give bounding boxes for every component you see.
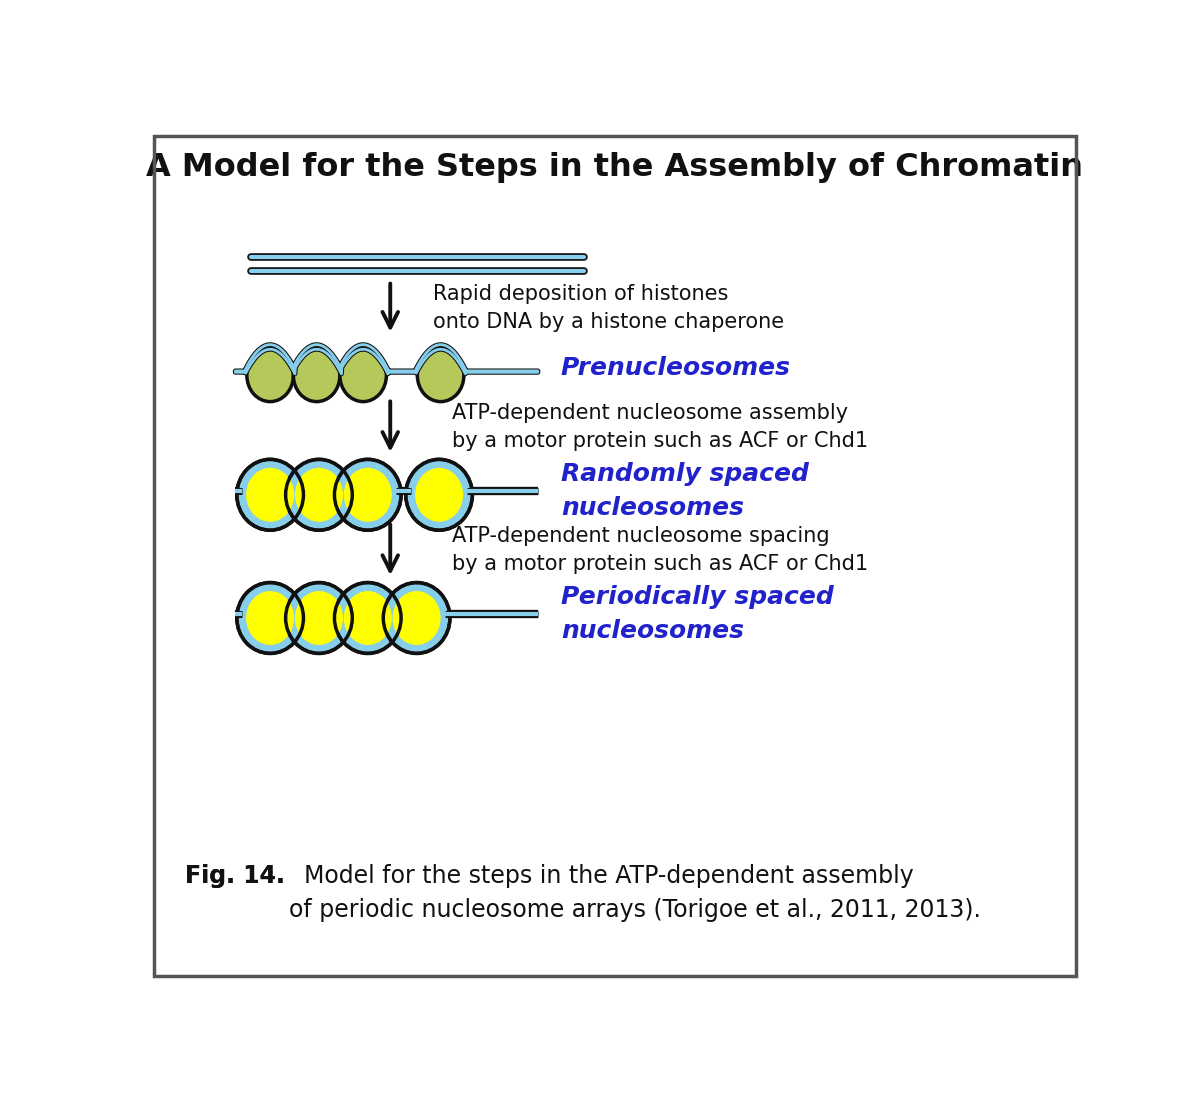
Text: ATP-dependent nucleosome spacing
by a motor protein such as ACF or Chd1: ATP-dependent nucleosome spacing by a mo… [452,526,869,575]
Ellipse shape [286,582,353,653]
Ellipse shape [392,591,440,645]
Ellipse shape [343,591,391,645]
Ellipse shape [247,349,293,402]
Ellipse shape [236,459,304,531]
Ellipse shape [418,349,464,402]
Ellipse shape [286,459,353,531]
Text: Fig. 14.: Fig. 14. [185,864,284,889]
Text: A Model for the Steps in the Assembly of Chromatin: A Model for the Steps in the Assembly of… [146,152,1084,183]
Ellipse shape [246,591,294,645]
Ellipse shape [293,349,340,402]
Text: Periodically spaced
nucleosomes: Periodically spaced nucleosomes [560,586,834,643]
Ellipse shape [236,582,304,653]
Text: ATP-dependent nucleosome assembly
by a motor protein such as ACF or Chd1: ATP-dependent nucleosome assembly by a m… [452,403,869,451]
Text: Rapid deposition of histones
onto DNA by a histone chaperone: Rapid deposition of histones onto DNA by… [433,284,784,331]
Ellipse shape [406,459,473,531]
Ellipse shape [295,468,343,522]
Text: Prenucleosomes: Prenucleosomes [560,356,791,380]
Ellipse shape [246,468,294,522]
Ellipse shape [340,349,386,402]
Ellipse shape [415,468,463,522]
Ellipse shape [383,582,450,653]
Ellipse shape [335,459,401,531]
Text: Randomly spaced
nucleosomes: Randomly spaced nucleosomes [560,462,809,520]
Text: Model for the steps in the ATP-dependent assembly
of periodic nucleosome arrays : Model for the steps in the ATP-dependent… [289,864,980,922]
Ellipse shape [343,468,391,522]
Ellipse shape [335,582,401,653]
Ellipse shape [295,591,343,645]
Text: Fig. 14.: Fig. 14. [185,864,284,889]
